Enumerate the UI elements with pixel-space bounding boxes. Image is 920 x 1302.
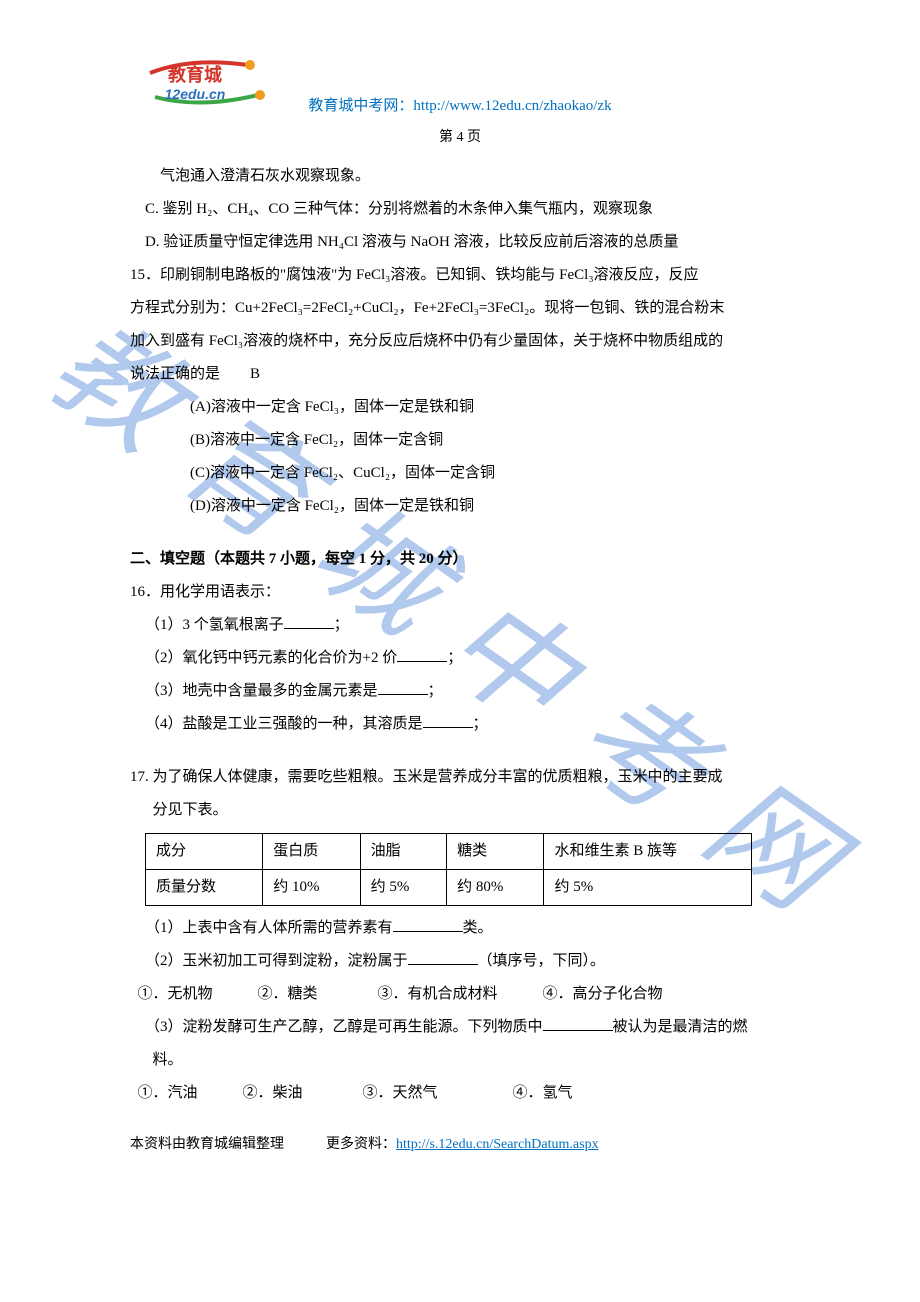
q16-3-post: ； xyxy=(428,683,443,699)
blank-16-1 xyxy=(284,613,334,629)
footer: 本资料由教育城编辑整理 更多资料：http://s.12edu.cn/Searc… xyxy=(130,1130,790,1161)
q16-sub3: （3）地壳中含量最多的金属元素是 ； xyxy=(130,675,790,708)
body-line-2: C. 鉴别 H₂、CH₄、CO 三种气体：分别将燃着的木条伸入集气瓶内，观察现象 xyxy=(130,193,790,226)
table-cell: 质量分数 xyxy=(146,869,263,905)
q17-sub3-line2: 料。 xyxy=(130,1044,790,1077)
footer-link[interactable]: http://s.12edu.cn/SearchDatum.aspx xyxy=(396,1137,599,1152)
q16-2-post: ； xyxy=(447,650,462,666)
q15-option-c: (C)溶液中一定含 FeCl₂、CuCl₂，固体一定含铜 xyxy=(190,457,790,490)
q15-line-2: 方程式分别为：Cu+2FeCl₃=2FeCl₂+CuCl₂，Fe+2FeCl₃=… xyxy=(130,292,790,325)
q15-line-4: 说法正确的是 B xyxy=(130,358,790,391)
table-cell: 约 80% xyxy=(447,869,544,905)
q16-4-post: ； xyxy=(473,716,488,732)
q16-2-pre: （2）氧化钙中钙元素的化合价为+2 价 xyxy=(145,650,397,666)
q16-4-pre: （4）盐酸是工业三强酸的一种，其溶质是 xyxy=(145,716,423,732)
q17-sub1-post: 类。 xyxy=(463,920,493,936)
q17-sub3-post: 被认为是最清洁的燃 xyxy=(613,1019,748,1035)
q17-sub3: （3）淀粉发酵可生产乙醇，乙醇是可再生能源。下列物质中 被认为是最清洁的燃 xyxy=(130,1011,790,1044)
body-line-1: 气泡通入澄清石灰水观察现象。 xyxy=(130,160,790,193)
q17-sub1-pre: （1）上表中含有人体所需的营养素有 xyxy=(145,920,393,936)
q17-sub1: （1）上表中含有人体所需的营养素有 类。 xyxy=(130,912,790,945)
table-cell: 成分 xyxy=(146,833,263,869)
blank-16-4 xyxy=(423,712,473,728)
table-cell: 糖类 xyxy=(447,833,544,869)
q16-sub2: （2）氧化钙中钙元素的化合价为+2 价 ； xyxy=(130,642,790,675)
q16-stem: 16．用化学用语表示： xyxy=(130,576,790,609)
table-cell: 约 10% xyxy=(263,869,360,905)
q17-sub2: （2）玉米初加工可得到淀粉，淀粉属于 （填序号，下同）。 xyxy=(130,945,790,978)
site-label: 教育城中考网： xyxy=(308,98,413,114)
table-cell: 蛋白质 xyxy=(263,833,360,869)
q16-sub4: （4）盐酸是工业三强酸的一种，其溶质是 ； xyxy=(130,708,790,741)
blank-17-1 xyxy=(393,916,463,932)
table-cell: 约 5% xyxy=(544,869,752,905)
q16-sub1: （1）3 个氢氧根离子 ； xyxy=(130,609,790,642)
blank-16-3 xyxy=(378,679,428,695)
q16-1-post: ； xyxy=(334,617,349,633)
q17-sub3-pre: （3）淀粉发酵可生产乙醇，乙醇是可再生能源。下列物质中 xyxy=(145,1019,543,1035)
blank-17-3 xyxy=(543,1015,613,1031)
q17-line-2: 分见下表。 xyxy=(130,794,790,827)
q17-choices-2: ①．汽油 ②．柴油 ③．天然气 ④．氢气 xyxy=(138,1077,791,1110)
q15-line-3: 加入到盛有 FeCl₃溶液的烧杯中，充分反应后烧杯中仍有少量固体，关于烧杯中物质… xyxy=(130,325,790,358)
q17-sub2-post: （填序号，下同）。 xyxy=(478,953,606,969)
page-number: 第 4 页 xyxy=(130,123,790,154)
table-cell: 水和维生素 B 族等 xyxy=(544,833,752,869)
section-2-title: 二、填空题（本题共 7 小题，每空 1 分，共 20 分） xyxy=(130,543,790,576)
q15-option-d: (D)溶液中一定含 FeCl₂，固体一定是铁和铜 xyxy=(190,490,790,523)
table-cell: 油脂 xyxy=(360,833,446,869)
q15-option-b: (B)溶液中一定含 FeCl₂，固体一定含铜 xyxy=(190,424,790,457)
q17-choices-1: ①．无机物 ②．糖类 ③．有机合成材料 ④．高分子化合物 xyxy=(138,978,791,1011)
q17-sub2-pre: （2）玉米初加工可得到淀粉，淀粉属于 xyxy=(145,953,408,969)
corn-table: 成分 蛋白质 油脂 糖类 水和维生素 B 族等 质量分数 约 10% 约 5% … xyxy=(145,833,752,906)
table-row: 成分 蛋白质 油脂 糖类 水和维生素 B 族等 xyxy=(146,833,752,869)
q17-line-1: 17. 为了确保人体健康，需要吃些粗粮。玉米是营养成分丰富的优质粗粮，玉米中的主… xyxy=(130,761,790,794)
footer-text: 本资料由教育城编辑整理 更多资料： xyxy=(130,1137,396,1152)
q16-1-pre: （1）3 个氢氧根离子 xyxy=(145,617,284,633)
header-link-line: 教育城中考网：http://www.12edu.cn/zhaokao/zk xyxy=(130,90,790,123)
site-url-link[interactable]: http://www.12edu.cn/zhaokao/zk xyxy=(413,98,611,114)
logo-text-top: 教育城 xyxy=(168,64,222,85)
table-cell: 约 5% xyxy=(360,869,446,905)
q15-option-a: (A)溶液中一定含 FeCl₃，固体一定是铁和铜 xyxy=(190,391,790,424)
table-row: 质量分数 约 10% 约 5% 约 80% 约 5% xyxy=(146,869,752,905)
q15-line-1: 15．印刷铜制电路板的"腐蚀液"为 FeCl₃溶液。已知铜、铁均能与 FeCl₃… xyxy=(130,259,790,292)
blank-16-2 xyxy=(397,646,447,662)
blank-17-2 xyxy=(408,949,478,965)
body-line-3: D. 验证质量守恒定律选用 NH₄Cl 溶液与 NaOH 溶液，比较反应前后溶液… xyxy=(130,226,790,259)
q16-3-pre: （3）地壳中含量最多的金属元素是 xyxy=(145,683,378,699)
